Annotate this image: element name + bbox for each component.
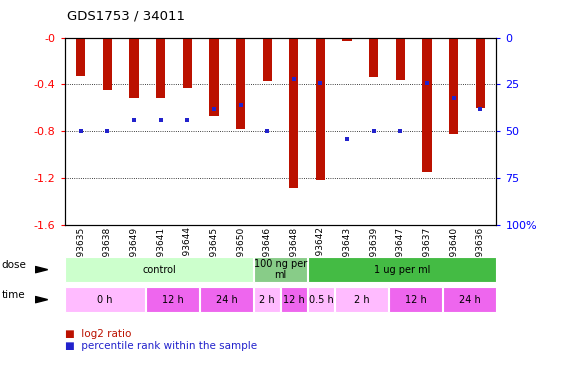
Text: 24 h: 24 h [458,295,480,304]
Bar [209,38,218,116]
Bar [200,287,253,312]
Bar [65,287,145,312]
Polygon shape [35,267,48,273]
Bar [389,287,442,312]
Bar [449,38,458,134]
Text: time: time [2,290,25,300]
Text: dose: dose [2,260,26,270]
Bar [316,38,325,180]
Bar [343,38,352,41]
Bar [254,257,307,282]
Text: 2 h: 2 h [353,295,369,304]
Text: 0 h: 0 h [97,295,113,304]
Bar [65,257,253,282]
Text: GDS1753 / 34011: GDS1753 / 34011 [67,9,185,22]
Text: 100 ng per
ml: 100 ng per ml [254,259,307,280]
Text: control: control [142,265,176,274]
Bar [129,38,139,99]
Bar [443,287,496,312]
Bar [476,38,485,108]
Bar [308,287,334,312]
Bar [146,287,199,312]
Polygon shape [35,297,48,303]
Text: 12 h: 12 h [283,295,305,304]
Bar [308,257,496,282]
Bar [422,38,432,172]
Text: 12 h: 12 h [404,295,426,304]
Text: 24 h: 24 h [215,295,237,304]
Bar [254,287,280,312]
Bar [396,38,405,80]
Text: 2 h: 2 h [259,295,275,304]
Text: ■  percentile rank within the sample: ■ percentile rank within the sample [65,340,256,351]
Bar [335,287,388,312]
Bar [280,287,307,312]
Bar [182,38,192,88]
Text: 0.5 h: 0.5 h [309,295,333,304]
Text: 1 ug per ml: 1 ug per ml [374,265,430,274]
Bar [236,38,245,129]
Bar [289,38,298,188]
Bar [76,38,85,76]
Bar [156,38,165,99]
Bar [103,38,112,90]
Bar [369,38,379,77]
Text: 12 h: 12 h [162,295,183,304]
Text: ■  log2 ratio: ■ log2 ratio [65,329,131,339]
Bar [263,38,272,81]
